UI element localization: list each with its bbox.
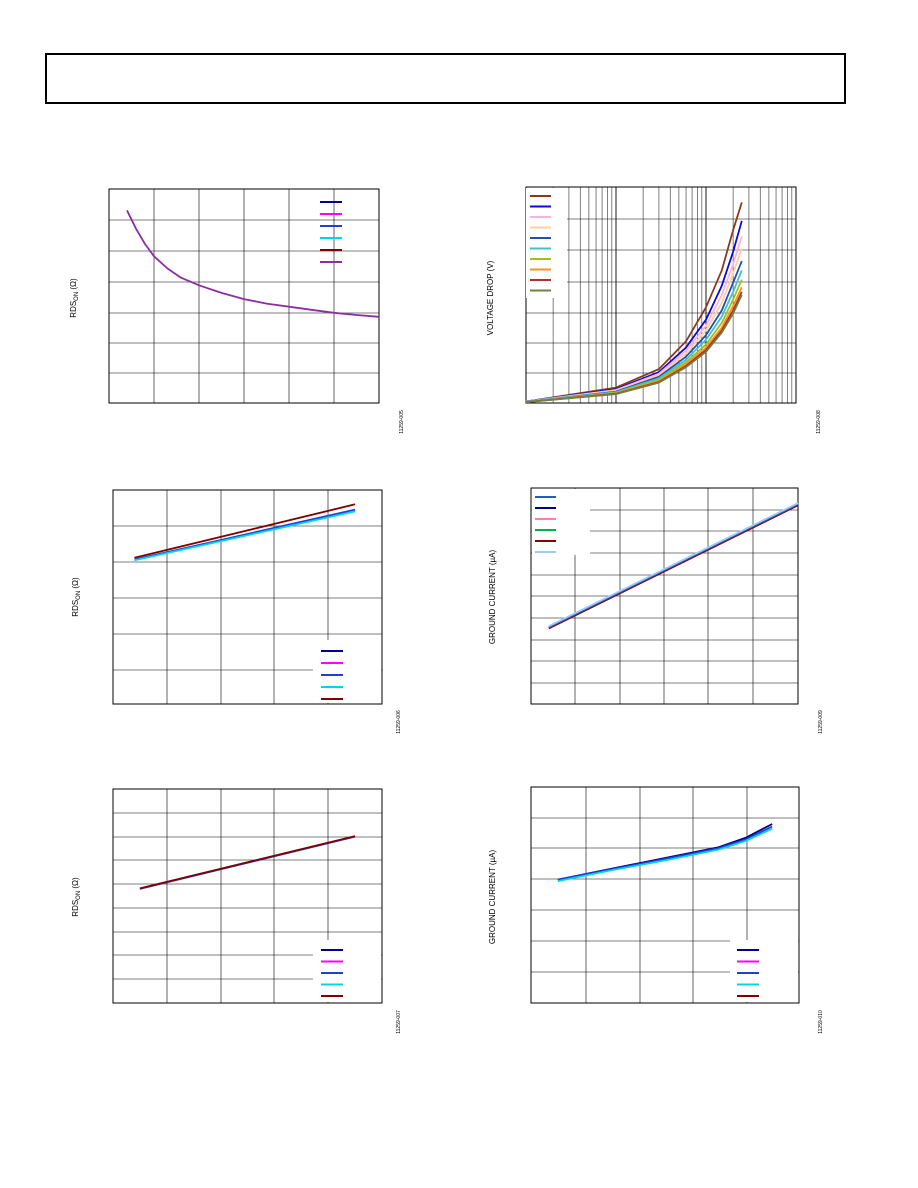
chart4-figure-id: 11259-009 bbox=[818, 710, 824, 734]
chart-voltage-drop-vs-current: VOLTAGE DROP (V) 11259-008 bbox=[486, 186, 822, 434]
chart2-series-1-line bbox=[525, 202, 743, 403]
chart6-series-3-line bbox=[557, 827, 773, 882]
chart4-legend-area bbox=[532, 489, 590, 555]
chart6-y-axis-label: GROUND CURRENT (µA) bbox=[488, 850, 497, 945]
chart4-series-2-line bbox=[548, 503, 799, 629]
chart-rdson-vs-voltage-2: RDSON (Ω) 11259-006 bbox=[71, 489, 402, 734]
chart2-series-2-line bbox=[525, 220, 743, 403]
chart-rdson-vs-voltage-1: RDSON (Ω) 11259-005 bbox=[69, 188, 405, 434]
chart2-y-axis-label: VOLTAGE DROP (V) bbox=[486, 260, 495, 335]
chart-ground-current-vs-voltage-2: GROUND CURRENT (µA) 11259-010 bbox=[488, 786, 824, 1034]
chart3-series-1-line bbox=[134, 503, 356, 559]
chart3-legend-area bbox=[313, 640, 381, 703]
chart6-figure-id: 11259-010 bbox=[818, 1010, 824, 1034]
chart2-series-4-line bbox=[525, 248, 743, 403]
chart2-figure-id: 11259-008 bbox=[816, 410, 822, 434]
chart3-figure-id: 11259-006 bbox=[396, 710, 402, 734]
chart2-legend-area bbox=[526, 188, 567, 298]
chart1-series-1-line bbox=[126, 210, 380, 318]
chart-ground-current-vs-voltage-1: GROUND CURRENT (µA) 11259-009 bbox=[488, 487, 824, 734]
chart6-series-2-line bbox=[557, 825, 773, 881]
chart3-series-2-line bbox=[134, 508, 356, 561]
chart1-y-axis-label: RDSON (Ω) bbox=[69, 278, 80, 318]
chart5-gridlines bbox=[113, 789, 382, 1003]
chart-rdson-vs-voltage-3: RDSON (Ω) 11259-007 bbox=[71, 788, 402, 1034]
chart5-figure-id: 11259-007 bbox=[396, 1010, 402, 1034]
chart5-series-2-line bbox=[139, 835, 356, 890]
chart4-series-3-line bbox=[548, 502, 799, 628]
chart5-y-axis-label: RDSON (Ω) bbox=[71, 877, 82, 917]
chart4-series-1-line bbox=[548, 504, 799, 630]
chart3-series-3-line bbox=[134, 510, 356, 562]
chart3-y-axis-label: RDSON (Ω) bbox=[71, 577, 82, 617]
chart4-y-axis-label: GROUND CURRENT (µA) bbox=[488, 550, 497, 645]
chart2-series-10-line bbox=[525, 294, 743, 403]
header-box bbox=[45, 53, 846, 104]
chart1-figure-id: 11259-005 bbox=[399, 410, 405, 434]
